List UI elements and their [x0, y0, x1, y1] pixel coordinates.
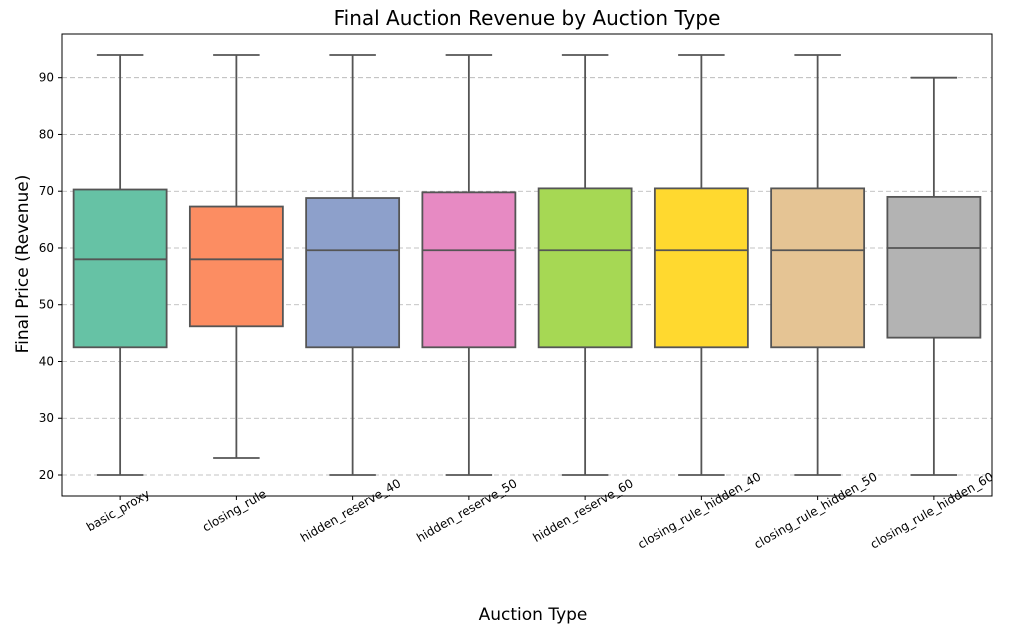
- y-tick-label: 70: [39, 184, 54, 198]
- iqr-box: [72, 188, 168, 349]
- x-tick-label: closing_rule_hidden_50: [752, 470, 880, 552]
- iqr-box: [305, 197, 401, 349]
- iqr-box: [886, 195, 982, 339]
- box-layer: [72, 54, 982, 476]
- y-tick-label: 50: [39, 298, 54, 312]
- iqr-box: [537, 187, 633, 349]
- x-tick-label: closing_rule_hidden_60: [868, 470, 996, 552]
- x-tick-label: closing_rule_hidden_40: [635, 470, 763, 552]
- y-tick-label: 90: [39, 71, 54, 85]
- iqr-box: [421, 191, 517, 349]
- iqr-box: [188, 205, 284, 328]
- iqr-box: [653, 187, 749, 349]
- x-tick-label: hidden_reserve_40: [298, 476, 403, 545]
- x-tick-label: basic_proxy: [84, 487, 152, 534]
- x-tick-label: hidden_reserve_50: [414, 476, 519, 545]
- y-tick-label: 30: [39, 411, 54, 425]
- iqr-box: [770, 187, 866, 349]
- x-tick-label: hidden_reserve_60: [530, 476, 635, 545]
- plot-frame: [61, 33, 993, 497]
- y-tick-label: 80: [39, 127, 54, 141]
- chart-title: Final Auction Revenue by Auction Type: [334, 6, 721, 30]
- y-axis-label: Final Price (Revenue): [13, 175, 33, 354]
- y-tick-label: 40: [39, 354, 54, 368]
- x-tick-label: closing_rule: [200, 487, 269, 535]
- x-axis-label: Auction Type: [479, 605, 588, 625]
- y-tick-label: 20: [39, 468, 54, 482]
- y-tick-label: 60: [39, 241, 54, 255]
